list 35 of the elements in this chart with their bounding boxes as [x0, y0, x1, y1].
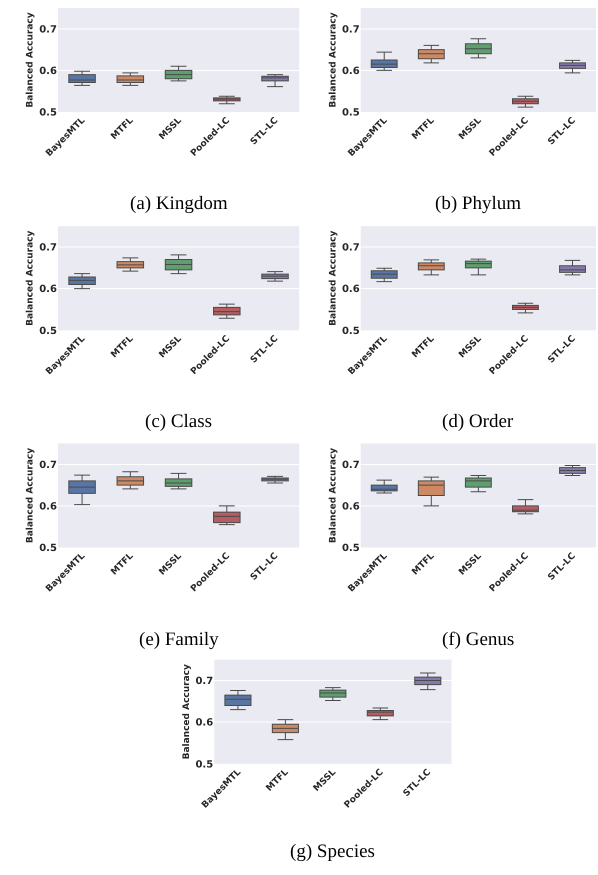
y-tick-label: 0.5 — [342, 326, 360, 337]
y-tick-label: 0.7 — [342, 460, 360, 471]
text: (d) Order — [442, 411, 514, 432]
text: (b) Phylum — [435, 193, 522, 214]
text: (a) Kingdom — [130, 193, 228, 214]
y-axis-title: Balanced Accuracy — [182, 664, 192, 760]
y-axis-title: Balanced Accuracy — [26, 230, 36, 326]
y-tick-label: 0.6 — [39, 284, 57, 296]
y-tick-label: 0.5 — [39, 543, 57, 554]
y-axis-title: Balanced Accuracy — [328, 230, 338, 326]
text: (f) Genus — [442, 629, 514, 650]
y-axis-title: Balanced Accuracy — [328, 12, 338, 108]
y-tick-label: 0.6 — [39, 501, 57, 512]
y-tick-label: 0.5 — [342, 108, 360, 119]
y-axis-title: Balanced Accuracy — [328, 448, 338, 544]
y-axis-title: Balanced Accuracy — [26, 12, 36, 108]
text: (g) Species — [290, 841, 375, 862]
y-axis-title: Balanced Accuracy — [26, 448, 36, 544]
text: (c) Class — [145, 411, 212, 432]
y-tick-label: 0.5 — [195, 759, 214, 770]
y-tick-label: 0.7 — [39, 460, 57, 471]
y-tick-label: 0.5 — [342, 543, 360, 554]
y-tick-label: 0.7 — [342, 242, 360, 254]
y-tick-label: 0.7 — [39, 242, 57, 254]
y-tick-label: 0.7 — [195, 676, 214, 688]
y-tick-label: 0.6 — [39, 66, 57, 77]
y-tick-label: 0.6 — [342, 66, 360, 77]
y-tick-label: 0.6 — [195, 718, 214, 729]
y-tick-label: 0.6 — [342, 501, 360, 512]
y-tick-label: 0.7 — [342, 24, 360, 36]
y-tick-label: 0.5 — [39, 108, 57, 119]
text: (e) Family — [139, 629, 220, 650]
y-tick-label: 0.7 — [39, 24, 57, 36]
y-tick-label: 0.5 — [39, 326, 57, 337]
y-tick-label: 0.6 — [342, 284, 360, 296]
